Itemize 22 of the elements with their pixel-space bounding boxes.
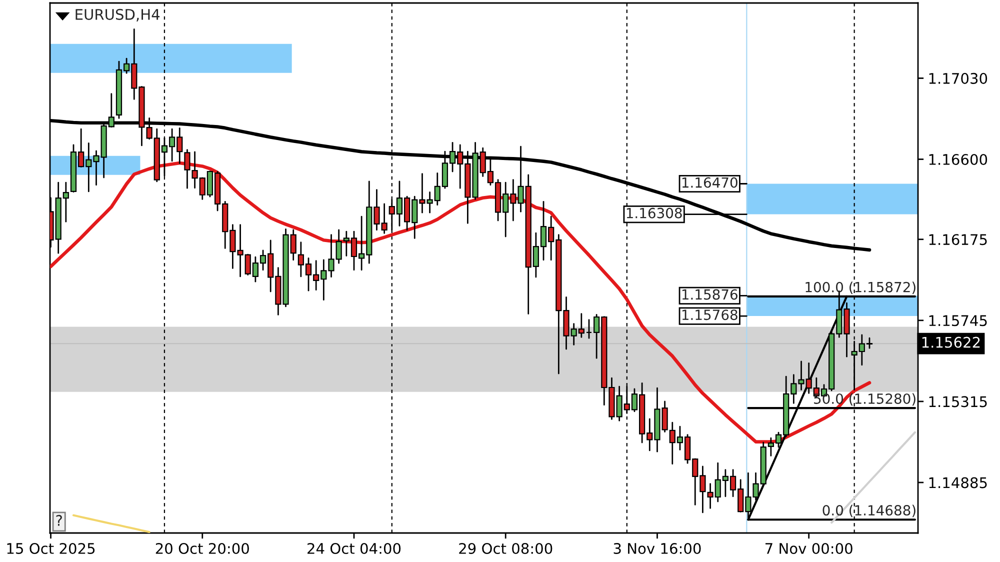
y-tick-label: 1.16175 [929,234,987,246]
ref-line-label: 1.15622 [922,336,980,348]
x-tick-label: 15 Oct 2025 [7,542,95,554]
x-tick-label: 7 Nov 00:00 [766,542,852,554]
annotation: 1.16308 [626,208,682,218]
annotation: 50.0 (1.15280) [814,393,916,406]
annotation: 1.15876 [682,289,738,300]
y-tick-label: 1.16600 [929,154,988,165]
annotation: ? [56,514,62,526]
y-tick-label: 1.14885 [929,477,987,488]
y-tick-label: 1.15315 [929,396,987,408]
x-tick-label: 29 Oct 08:00 [459,542,552,554]
annotation: 100.0 (1.15872) [806,282,916,294]
annotation: 1.16470 [682,177,738,188]
chart-title: EURUSD,H4 [76,8,160,22]
x-tick-label: 24 Oct 04:00 [308,542,401,554]
x-tick-label: 3 Nov 16:00 [614,542,701,554]
y-tick-label: 1.17030 [929,72,988,84]
x-tick-label: 20 Oct 20:00 [156,542,249,554]
annotation: 1.15768 [682,310,738,320]
y-tick-label: 1.15745 [929,315,987,326]
annotation: 0.0 (1.14688) [822,504,916,518]
